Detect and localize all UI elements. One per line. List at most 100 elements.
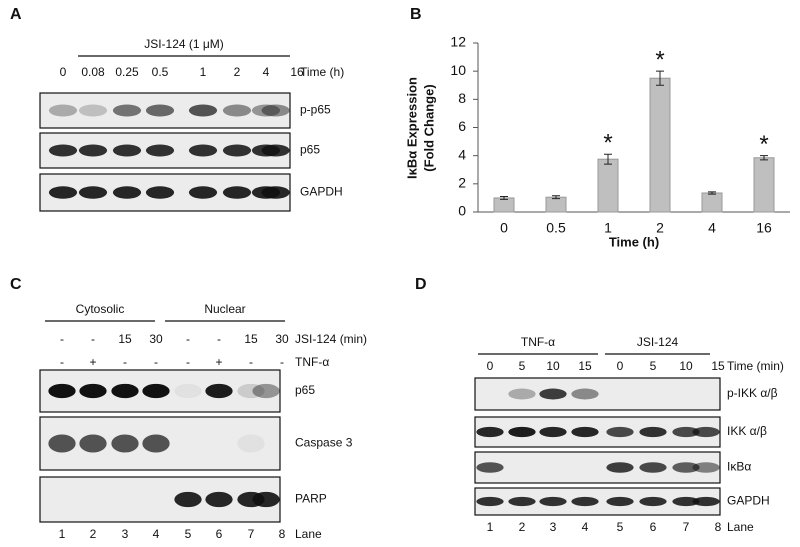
lane-cell: 10 [546,359,560,373]
bar [649,77,671,213]
band [261,186,290,199]
group-label: Cytosolic [76,302,125,316]
band [112,186,142,199]
lane-cell: - [249,355,253,369]
band [222,144,252,157]
band [145,104,175,117]
band [78,144,108,157]
lane-cell: - [217,332,221,346]
group-label: JSI-124 (1 μM) [144,37,224,51]
lane-cell: 8 [279,527,286,541]
band [672,426,700,438]
lane-cell: 2 [519,520,526,534]
lane-cell: 8 [715,520,722,534]
lane-cell: - [186,355,190,369]
row-label: Lane [295,527,322,541]
blot-label: IκBα [727,460,751,474]
lane-cell: 2 [234,65,241,79]
blot-label: Caspase 3 [295,436,353,450]
band [48,144,78,157]
lane-cell: - [91,332,95,346]
significance-mark: * [603,130,612,157]
band [142,434,170,453]
blot-label: PARP [295,492,327,506]
band [48,104,78,117]
lane-cell: 0.25 [115,65,139,79]
x-tick-label: 2 [656,220,664,236]
error-bar [552,195,560,200]
band [539,496,567,507]
y-tick-label: 6 [458,118,466,134]
lane-cell: - [60,355,64,369]
y-tick-label: 2 [458,175,466,191]
row-label: TNF-α [295,355,329,369]
blot-label: GAPDH [727,494,770,508]
lane-cell: 5 [617,520,624,534]
band [672,496,700,507]
x-tick-label: 0 [500,220,508,236]
band [508,388,536,400]
error-bar [604,153,612,165]
lane-cell: + [89,355,96,369]
row-label: Time (h) [300,65,344,79]
band [48,383,76,399]
y-axis-title: IκBα Expression [404,77,419,179]
band [174,383,202,399]
y-tick-label: 12 [450,34,466,50]
lane-cell: - [123,355,127,369]
band [571,426,599,438]
band [476,426,504,438]
bar [701,192,723,213]
band [251,104,281,117]
y-axis-title: (Fold Change) [421,84,436,171]
band [261,144,290,157]
lane-cell: 2 [90,527,97,541]
lane-cell: 0 [617,359,624,373]
band [237,383,265,399]
band [672,462,700,473]
group-label: TNF-α [521,335,555,349]
band [79,434,107,453]
row-label: JSI-124 (min) [295,332,367,346]
error-bar [760,155,768,161]
y-tick-label: 10 [450,62,466,78]
lane-cell: 1 [487,520,494,534]
band [145,144,175,157]
band [79,383,107,399]
lane-cell: 4 [263,65,270,79]
lane-cell: 6 [650,520,657,534]
band [606,496,634,507]
lane-cell: 30 [149,332,163,346]
band [539,426,567,438]
row-label: Lane [727,520,754,534]
blot-label: p65 [300,143,320,157]
blot-label: IKK α/β [727,424,767,438]
band [222,104,252,117]
band [142,383,170,399]
lane-cell: 5 [185,527,192,541]
lane-cell: 1 [59,527,66,541]
lane-cell: - [186,332,190,346]
band [571,496,599,507]
significance-mark: * [655,47,664,74]
error-bar [500,196,508,200]
band [188,186,218,199]
band [222,186,252,199]
band [78,186,108,199]
bar [597,158,619,213]
panel-letter: C [10,276,22,293]
lane-cell: 4 [582,520,589,534]
blot-label: p-IKK α/β [727,386,778,400]
lane-cell: 15 [711,359,725,373]
band [692,462,720,473]
lane-cell: 30 [275,332,289,346]
band [188,144,218,157]
lane-cell: 7 [248,527,255,541]
lane-cell: 4 [153,527,160,541]
band [639,496,667,507]
error-bar [708,191,716,195]
band [78,104,108,117]
band [476,496,504,507]
panel-letter: A [10,6,22,23]
